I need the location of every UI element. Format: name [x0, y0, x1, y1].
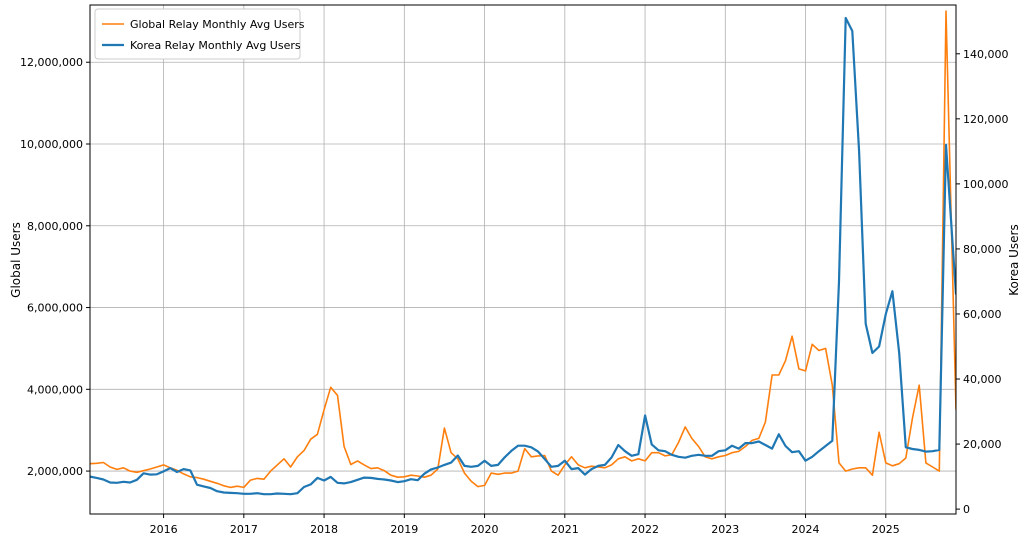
- legend-box: [94, 8, 301, 60]
- y-right-tick-label: 0: [963, 503, 970, 516]
- x-tick-label: 2020: [471, 523, 499, 536]
- y-right-tick-label: 140,000: [963, 48, 1009, 61]
- y-axis-left: 2,000,000 4,000,000 6,000,000 8,000,000 10,0…: [20, 56, 90, 478]
- x-axis: 2016 2017 2018 2019 2020 2021 2022 2023 2024 2025: [150, 514, 900, 536]
- y-right-tick-label: 120,000: [963, 113, 1009, 126]
- y-right-tick-label: 80,000: [963, 243, 1002, 256]
- y-left-tick-label: 12,000,000: [20, 56, 83, 69]
- x-tick-label: 2019: [390, 523, 418, 536]
- y-left-tick-label: 6,000,000: [27, 302, 83, 315]
- x-tick-label: 2018: [310, 523, 338, 536]
- x-tick-label: 2025: [872, 523, 900, 536]
- y-left-tick-label: 8,000,000: [27, 220, 83, 233]
- y-axis-right-label: Korea Users: [1007, 224, 1021, 295]
- x-tick-label: 2024: [792, 523, 820, 536]
- y-left-tick-label: 10,000,000: [20, 138, 83, 151]
- series-line-korea: [90, 16, 956, 496]
- plot-background: [90, 5, 956, 514]
- y-left-tick-label: 2,000,000: [27, 465, 83, 478]
- y-right-tick-label: 40,000: [963, 373, 1002, 386]
- y-right-tick-label: 100,000: [963, 178, 1009, 191]
- y-right-tick-label: 20,000: [963, 438, 1002, 451]
- y-axis-left-label: Global Users: [9, 222, 23, 298]
- legend-label-global: Global Relay Monthly Avg Users: [130, 18, 305, 31]
- x-tick-label: 2023: [711, 523, 739, 536]
- y-axis-right: 0 20,000 40,000 60,000 80,000 100,000 120,000 1…: [956, 48, 1009, 516]
- legend-label-korea: Korea Relay Monthly Avg Users: [130, 39, 301, 52]
- x-tick-label: 2016: [150, 523, 178, 536]
- series-layer: [90, 10, 956, 496]
- legend: Global Relay Monthly Avg Users Korea Rel…: [94, 8, 305, 60]
- x-tick-label: 2022: [631, 523, 659, 536]
- x-tick-label: 2021: [551, 523, 579, 536]
- series-line-global: [90, 10, 956, 489]
- grid-lines: [90, 5, 956, 514]
- y-left-tick-label: 4,000,000: [27, 383, 83, 396]
- y-right-tick-label: 60,000: [963, 308, 1002, 321]
- plot-frame: [89, 4, 957, 515]
- x-tick-label: 2017: [230, 523, 258, 536]
